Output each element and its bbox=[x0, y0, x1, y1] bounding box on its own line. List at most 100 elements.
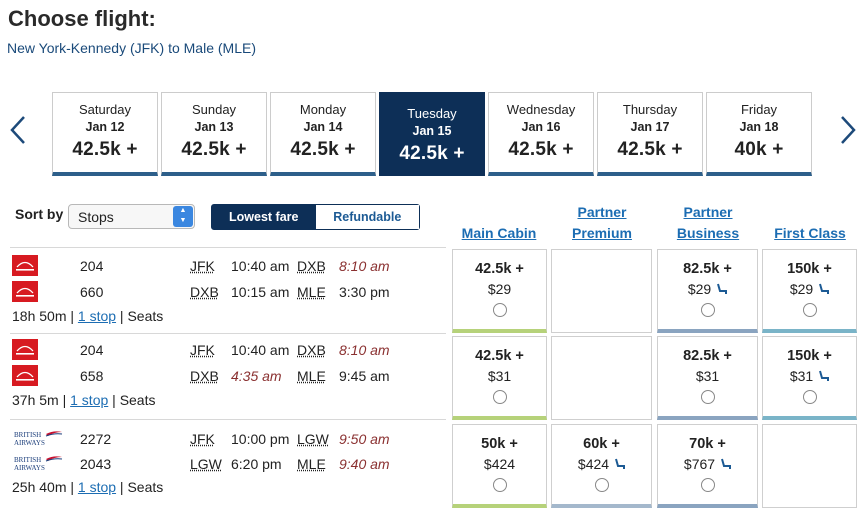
date-tab-day: Wednesday bbox=[506, 102, 576, 117]
fare-miles: 50k + bbox=[481, 436, 518, 452]
stops-link[interactable]: 1 stop bbox=[77, 308, 117, 324]
destination-airport[interactable]: MLE bbox=[297, 456, 326, 472]
departure-time: 10:40 am bbox=[231, 258, 290, 274]
column-partner-premium-line2: Premium bbox=[572, 225, 632, 241]
date-tab-date: Jan 18 bbox=[739, 120, 779, 134]
column-main-cabin[interactable]: Main Cabin bbox=[461, 225, 537, 241]
seats-link[interactable]: Seats bbox=[119, 392, 156, 408]
sort-select-value: Stops bbox=[78, 209, 114, 225]
lowest-fare-button[interactable]: Lowest fare bbox=[212, 205, 316, 229]
route-subtitle: New York-Kennedy (JFK) to Male (MLE) bbox=[7, 40, 256, 56]
refundable-button[interactable]: Refundable bbox=[315, 205, 419, 229]
fare-radio[interactable] bbox=[700, 390, 715, 404]
fare-cell-partner-business[interactable]: 82.5k + $29 bbox=[657, 249, 758, 333]
date-tab-jan-16[interactable]: Wednesday Jan 16 42.5k + bbox=[488, 92, 594, 176]
departure-time: 10:15 am bbox=[231, 284, 290, 300]
date-tab-fare: 40k + bbox=[734, 139, 784, 160]
date-tab-date: Jan 15 bbox=[412, 124, 452, 138]
date-tab-day: Tuesday bbox=[407, 106, 457, 121]
fare-radio[interactable] bbox=[700, 303, 715, 317]
departure-time: 6:20 pm bbox=[231, 456, 282, 472]
fare-cell-main-cabin[interactable]: 50k + $424 bbox=[452, 424, 547, 508]
destination-airport[interactable]: MLE bbox=[297, 284, 326, 300]
column-partner-business-line2: Business bbox=[676, 225, 740, 241]
fare-cash: $424 bbox=[483, 456, 516, 472]
svg-text:BRITISH: BRITISH bbox=[14, 456, 41, 464]
date-tab-day: Sunday bbox=[191, 102, 237, 117]
date-tab-date: Jan 12 bbox=[85, 120, 125, 134]
sort-by-label: Sort by bbox=[15, 206, 64, 222]
stops-link[interactable]: 1 stop bbox=[70, 392, 109, 408]
date-tab-jan-12[interactable]: Saturday Jan 12 42.5k + bbox=[52, 92, 158, 176]
origin-airport[interactable]: JFK bbox=[190, 342, 215, 358]
svg-text:AIRWAYS: AIRWAYS bbox=[14, 464, 45, 472]
origin-airport[interactable]: LGW bbox=[190, 456, 222, 472]
flight-meta: 25h 40m | 1 stop | Seats bbox=[12, 479, 164, 495]
fare-miles: 42.5k + bbox=[475, 261, 524, 277]
fare-cell-partner-premium[interactable]: 60k + $424 bbox=[551, 424, 652, 508]
fare-cash: $31 bbox=[695, 368, 720, 384]
column-partner-premium[interactable]: Partner Premium bbox=[552, 202, 652, 244]
date-tab-day: Thursday bbox=[622, 102, 678, 117]
arrival-time: 8:10 am bbox=[339, 258, 390, 274]
origin-airport[interactable]: JFK bbox=[190, 258, 215, 274]
seats-link[interactable]: Seats bbox=[127, 308, 164, 324]
date-tab-jan-15-selected[interactable]: Tuesday Jan 15 42.5k + bbox=[379, 92, 485, 176]
column-first-class[interactable]: First Class bbox=[774, 225, 846, 241]
flight-number: 658 bbox=[80, 368, 104, 384]
fare-miles: 60k + bbox=[583, 436, 620, 452]
fare-radio[interactable] bbox=[492, 390, 507, 404]
fare-miles: 82.5k + bbox=[683, 348, 732, 364]
seats-link[interactable]: Seats bbox=[127, 479, 164, 495]
flight-row: BRITISH AIRWAYS 2272 JFK 10:00 pm LGW 9:5… bbox=[10, 419, 446, 504]
fare-cell-main-cabin[interactable]: 42.5k + $29 bbox=[452, 249, 547, 333]
arrival-time: 8:10 am bbox=[339, 342, 390, 358]
next-dates-chevron-right-icon[interactable] bbox=[838, 115, 858, 145]
destination-airport[interactable]: MLE bbox=[297, 368, 326, 384]
fare-cell-partner-business[interactable]: 70k + $767 bbox=[657, 424, 758, 508]
flight-leg: 204 JFK 10:40 am DXB 8:10 am bbox=[10, 255, 446, 277]
origin-airport[interactable]: DXB bbox=[190, 368, 219, 384]
fare-radio[interactable] bbox=[802, 390, 817, 404]
departure-time: 4:35 am bbox=[231, 368, 282, 384]
destination-airport[interactable]: DXB bbox=[297, 342, 326, 358]
fare-cash-row: $424 bbox=[552, 456, 651, 472]
date-tab-jan-18[interactable]: Friday Jan 18 40k + bbox=[706, 92, 812, 176]
fare-cell-first-class[interactable]: 150k + $31 bbox=[762, 336, 857, 420]
fare-radio[interactable] bbox=[594, 478, 609, 492]
fare-cell-partner-business[interactable]: 82.5k + $31 bbox=[657, 336, 758, 420]
date-tab-jan-14[interactable]: Monday Jan 14 42.5k + bbox=[270, 92, 376, 176]
date-tab-jan-13[interactable]: Sunday Jan 13 42.5k + bbox=[161, 92, 267, 176]
emirates-logo-icon bbox=[12, 255, 38, 276]
flight-meta: 37h 5m | 1 stop | Seats bbox=[12, 392, 156, 408]
date-tab-date: Jan 17 bbox=[630, 120, 670, 134]
emirates-logo-icon bbox=[12, 365, 38, 386]
flight-number: 660 bbox=[80, 284, 104, 300]
column-partner-business[interactable]: Partner Business bbox=[657, 202, 759, 244]
fare-cell-main-cabin[interactable]: 42.5k + $31 bbox=[452, 336, 547, 420]
fare-radio[interactable] bbox=[492, 478, 507, 492]
fare-cell-first-class[interactable]: 150k + $29 bbox=[762, 249, 857, 333]
origin-airport[interactable]: DXB bbox=[190, 284, 219, 300]
column-partner-business-line1: Partner bbox=[683, 204, 733, 220]
stops-link[interactable]: 1 stop bbox=[77, 479, 117, 495]
fare-cash: $31 bbox=[487, 368, 512, 384]
destination-airport[interactable]: DXB bbox=[297, 258, 326, 274]
date-tab-date: Jan 13 bbox=[194, 120, 234, 134]
prev-dates-chevron-left-icon[interactable] bbox=[8, 115, 28, 145]
destination-airport[interactable]: LGW bbox=[297, 431, 329, 447]
date-tab-fare: 42.5k + bbox=[290, 139, 356, 160]
fare-cash: $767 bbox=[683, 456, 716, 472]
fare-radio[interactable] bbox=[802, 303, 817, 317]
fare-radio[interactable] bbox=[492, 303, 507, 317]
departure-time: 10:00 pm bbox=[231, 431, 290, 447]
date-tab-jan-17[interactable]: Thursday Jan 17 42.5k + bbox=[597, 92, 703, 176]
fare-cash: $29 bbox=[789, 281, 814, 297]
fare-cash-row: $31 bbox=[763, 368, 856, 384]
sort-select[interactable]: Stops ▲ ▼ bbox=[68, 204, 195, 229]
fare-radio[interactable] bbox=[700, 478, 715, 492]
arrival-time: 3:30 pm bbox=[339, 284, 390, 300]
lie-flat-seat-icon bbox=[717, 283, 728, 294]
origin-airport[interactable]: JFK bbox=[190, 431, 215, 447]
